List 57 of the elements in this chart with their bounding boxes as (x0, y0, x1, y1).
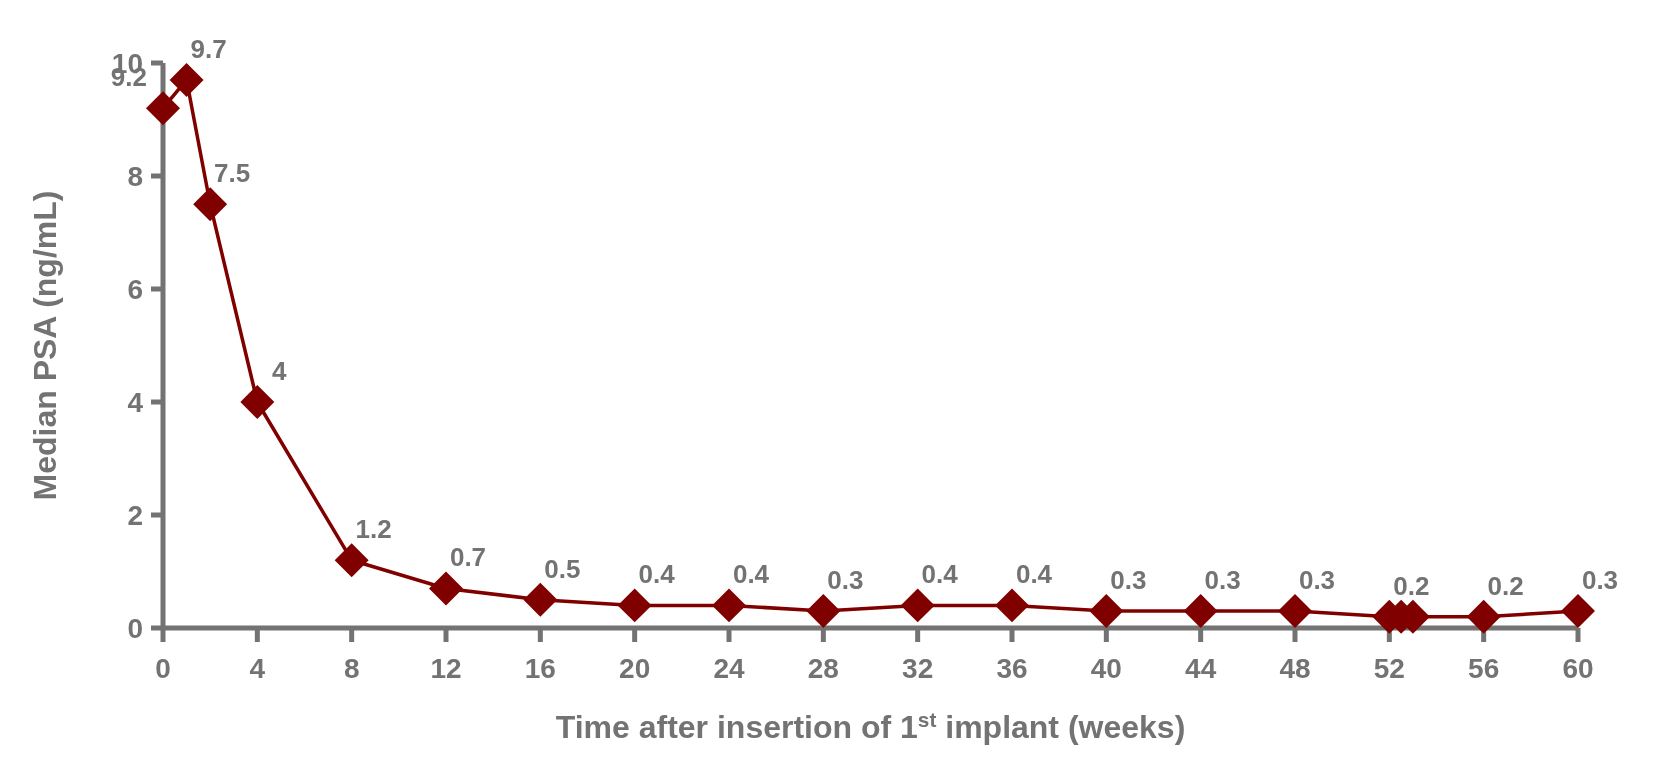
x-tick-label: 40 (1090, 653, 1122, 684)
x-tick-label: 4 (249, 653, 266, 684)
x-tick-label: 56 (1468, 653, 1500, 684)
x-tick-label: 12 (430, 653, 462, 684)
data-label: 0.5 (544, 553, 581, 584)
x-tick-label: 52 (1373, 653, 1405, 684)
point (1466, 599, 1501, 634)
data-label: 0.2 (1393, 570, 1430, 601)
data-label: 0.3 (1581, 565, 1619, 596)
data-label: 0.2 (1487, 570, 1524, 601)
data-label: 0.3 (827, 565, 864, 596)
point (334, 543, 369, 578)
point (169, 62, 204, 97)
data-label: 0.4 (732, 559, 770, 590)
y-tick-label: 0 (127, 612, 143, 644)
x-tick-label: 8 (343, 653, 360, 684)
data-label: 4 (272, 356, 288, 386)
data-label: 7.5 (214, 158, 251, 189)
data-label: 0.3 (1298, 565, 1336, 596)
point (193, 187, 228, 222)
x-tick-label: 44 (1185, 653, 1217, 684)
point (1278, 594, 1312, 629)
y-axis-title: Median PSA (ng/mL) (27, 190, 63, 501)
data-label: 0.3 (1204, 565, 1241, 596)
data-label: 0.4 (1015, 559, 1053, 590)
point (806, 594, 841, 629)
data-label: 0.7 (449, 542, 487, 573)
data-label: 0.4 (921, 559, 959, 590)
point (240, 385, 275, 419)
x-tick-label: 16 (524, 653, 556, 684)
point (523, 582, 558, 617)
x-tick-label: 28 (807, 653, 839, 684)
point (1561, 594, 1595, 629)
y-tick-label: 4 (127, 386, 144, 418)
point (429, 571, 463, 606)
point (146, 91, 180, 126)
point (900, 588, 935, 623)
point (617, 588, 652, 623)
x-tick-label: 60 (1562, 653, 1594, 684)
x-tick-label: 0 (155, 653, 171, 684)
data-label: 9.7 (190, 33, 227, 64)
point (712, 588, 746, 623)
point (1089, 594, 1124, 629)
x-tick-label: 48 (1279, 653, 1311, 684)
x-tick-label: 32 (902, 653, 934, 684)
data-label: 0.3 (1110, 565, 1147, 596)
x-tick-label: 20 (619, 653, 651, 684)
y-tick-label: 2 (127, 499, 143, 531)
point (995, 588, 1029, 623)
point (1183, 594, 1218, 629)
data-label: 1.2 (355, 514, 392, 545)
y-tick-label: 8 (127, 160, 143, 192)
data-label: 0.4 (638, 559, 676, 590)
x-axis-title: Time after insertion of 1$^{st}$ implant (weeks) (555, 707, 1186, 745)
y-tick-label: 6 (127, 273, 143, 305)
x-tick-label: 24 (713, 653, 745, 684)
x-tick-label: 36 (996, 653, 1028, 684)
